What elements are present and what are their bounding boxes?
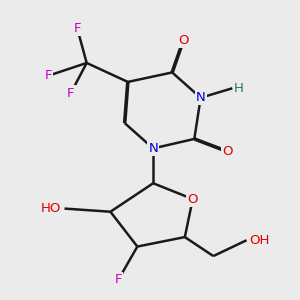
Text: O: O [178,34,188,47]
Text: N: N [148,142,158,155]
Text: HO: HO [41,202,61,215]
Text: F: F [115,273,122,286]
Text: F: F [45,69,52,82]
Text: N: N [196,91,206,104]
Text: F: F [74,22,81,34]
Text: OH: OH [250,234,270,247]
Text: F: F [67,86,75,100]
Text: O: O [222,145,233,158]
Text: O: O [188,193,198,206]
Text: H: H [234,82,244,95]
